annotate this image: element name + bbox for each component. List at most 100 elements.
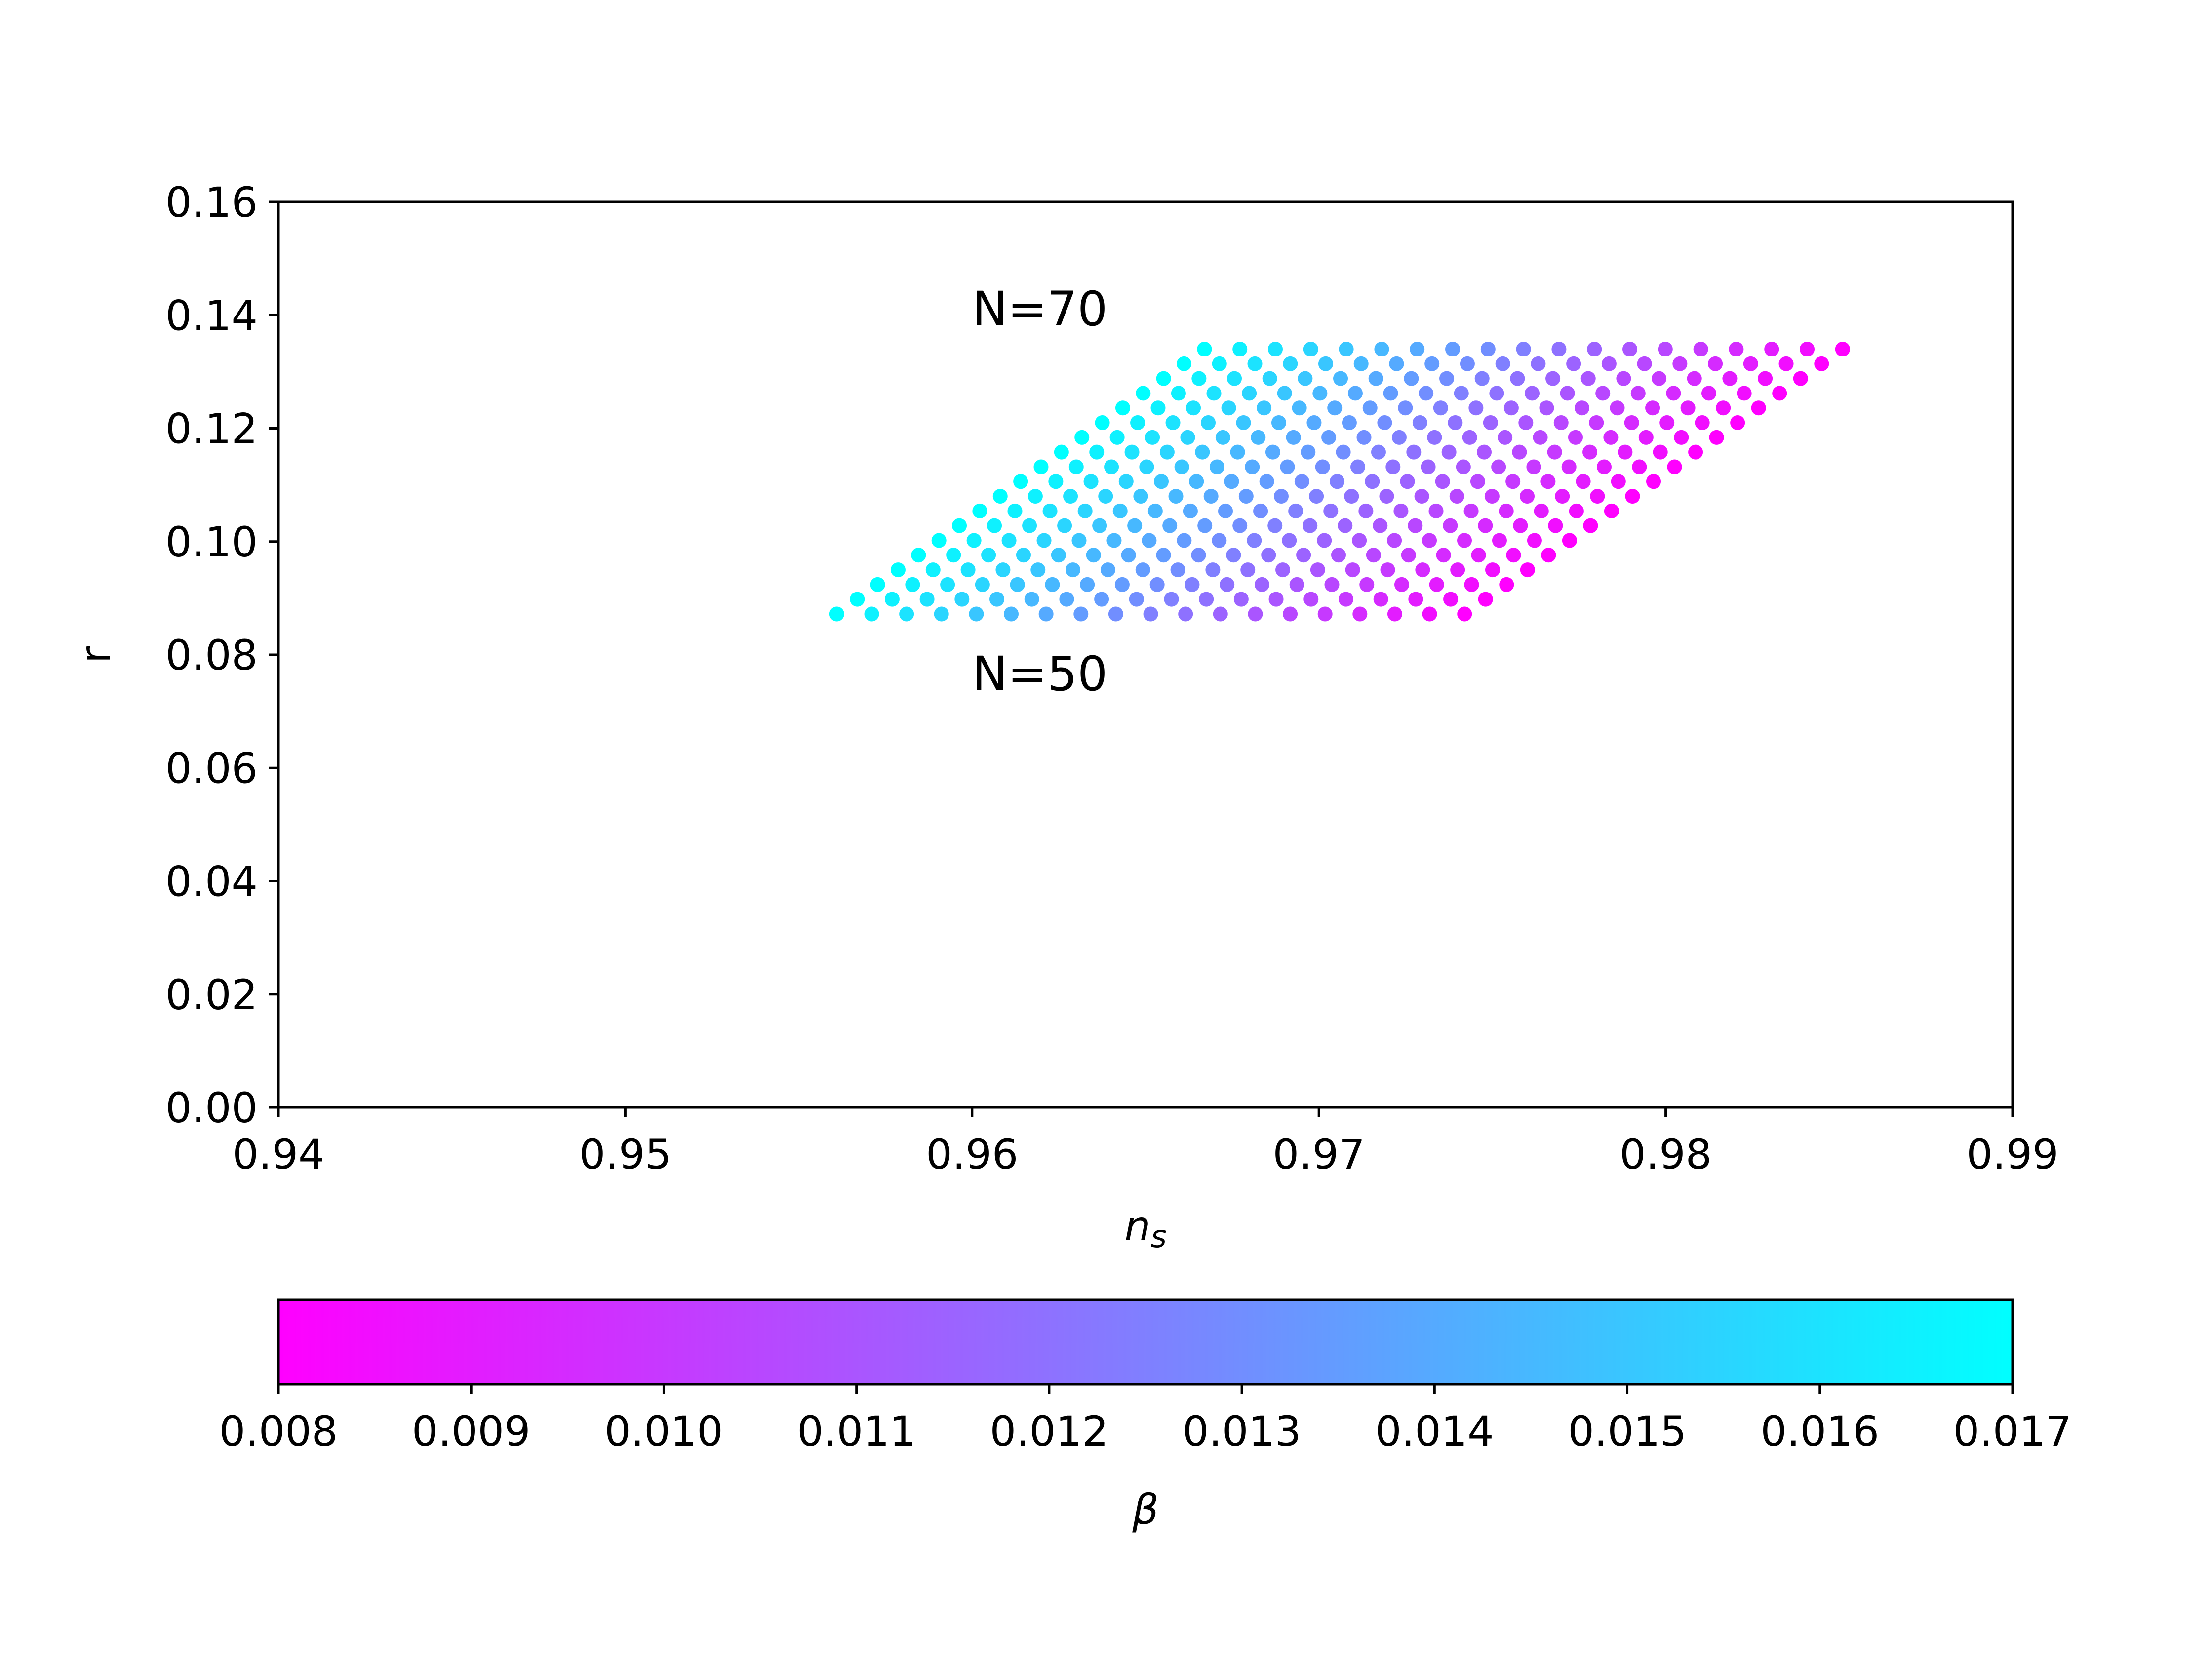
data-point xyxy=(1764,342,1779,357)
data-point xyxy=(1054,444,1069,460)
data-point xyxy=(1512,444,1527,460)
data-point xyxy=(1197,518,1213,533)
data-point xyxy=(1164,592,1179,607)
data-point xyxy=(1601,356,1617,371)
data-point xyxy=(1667,459,1682,474)
data-point xyxy=(1645,400,1660,416)
data-point xyxy=(1010,577,1025,592)
data-point xyxy=(1149,577,1165,592)
data-point xyxy=(1133,489,1148,504)
data-point xyxy=(1206,386,1222,401)
data-point xyxy=(1527,533,1542,548)
data-point xyxy=(1347,386,1363,401)
data-point xyxy=(1066,562,1081,578)
data-point xyxy=(1653,444,1668,460)
data-point xyxy=(1463,503,1479,518)
data-point xyxy=(1201,415,1216,431)
y-tick-label: 0.02 xyxy=(165,971,258,1019)
data-point xyxy=(1709,430,1724,445)
data-point xyxy=(1590,489,1605,504)
data-point xyxy=(1112,503,1128,518)
data-point xyxy=(1336,444,1351,460)
data-point xyxy=(1772,386,1787,401)
data-point xyxy=(1359,577,1375,592)
data-point xyxy=(1637,356,1652,371)
data-point xyxy=(1569,503,1584,518)
data-point xyxy=(1531,356,1546,371)
data-point xyxy=(1368,371,1383,386)
colorbar-tick-label: 0.014 xyxy=(1375,1407,1494,1456)
data-point xyxy=(960,562,976,578)
data-point xyxy=(1304,592,1319,607)
data-point xyxy=(1233,592,1249,607)
data-point xyxy=(864,606,879,622)
data-point xyxy=(1345,562,1360,578)
data-point xyxy=(1478,518,1493,533)
data-point xyxy=(1262,371,1277,386)
data-point xyxy=(1758,371,1773,386)
data-point xyxy=(1106,533,1122,548)
data-point xyxy=(1186,400,1201,416)
data-point xyxy=(1344,489,1359,504)
data-point xyxy=(905,577,920,592)
data-point xyxy=(1238,489,1254,504)
data-point xyxy=(1298,371,1313,386)
colorbar-tick-label: 0.010 xyxy=(604,1407,723,1456)
data-point xyxy=(1275,562,1291,578)
data-point xyxy=(1595,386,1611,401)
data-point xyxy=(1051,548,1066,563)
data-point xyxy=(1377,415,1392,431)
data-point xyxy=(1248,606,1263,622)
colorbar-tick-label: 0.012 xyxy=(990,1407,1108,1456)
data-point xyxy=(1135,562,1150,578)
data-point xyxy=(1589,415,1604,431)
data-point xyxy=(1518,415,1534,431)
data-point xyxy=(1610,400,1625,416)
data-point xyxy=(1068,459,1084,474)
data-point xyxy=(1312,386,1328,401)
data-point xyxy=(1007,503,1023,518)
data-point xyxy=(1454,386,1469,401)
data-point xyxy=(981,548,996,563)
data-point xyxy=(1247,533,1262,548)
data-point xyxy=(1180,430,1195,445)
data-point xyxy=(1310,562,1325,578)
data-point xyxy=(1095,415,1110,431)
data-point xyxy=(1283,356,1298,371)
data-point xyxy=(1022,518,1037,533)
data-point xyxy=(1471,548,1486,563)
data-point xyxy=(975,577,990,592)
y-tick-label: 0.12 xyxy=(165,405,258,453)
data-point xyxy=(1212,356,1227,371)
data-point xyxy=(1672,356,1688,371)
data-point xyxy=(1460,356,1475,371)
data-point xyxy=(1492,533,1507,548)
data-point xyxy=(1174,459,1189,474)
data-point xyxy=(1547,444,1562,460)
data-point xyxy=(1393,503,1409,518)
data-point xyxy=(1708,356,1723,371)
data-point xyxy=(1596,459,1612,474)
data-point xyxy=(1016,548,1031,563)
data-point xyxy=(1257,400,1272,416)
data-point xyxy=(1168,489,1184,504)
data-point xyxy=(1077,503,1093,518)
data-point xyxy=(1127,518,1143,533)
data-point xyxy=(1548,518,1563,533)
data-point xyxy=(1427,430,1442,445)
data-point xyxy=(1576,474,1591,489)
data-point xyxy=(1118,474,1134,489)
data-point xyxy=(1273,489,1289,504)
data-point xyxy=(1253,503,1268,518)
data-point xyxy=(1428,503,1444,518)
data-point xyxy=(1450,562,1465,578)
data-point xyxy=(1478,592,1493,607)
data-point xyxy=(1220,577,1235,592)
data-point xyxy=(870,577,885,592)
data-point xyxy=(1073,606,1089,622)
data-point xyxy=(1587,342,1602,357)
data-point xyxy=(1288,503,1304,518)
data-point xyxy=(1632,459,1647,474)
data-point xyxy=(1191,371,1207,386)
data-point xyxy=(1383,386,1398,401)
